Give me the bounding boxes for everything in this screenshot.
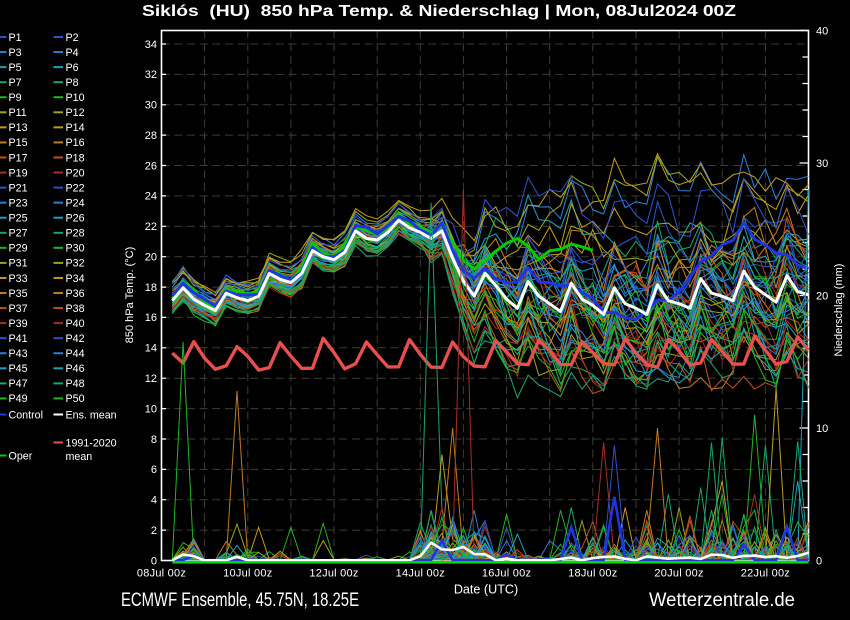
svg-text:30: 30 (145, 100, 157, 112)
svg-text:10: 10 (816, 423, 828, 435)
svg-text:0: 0 (816, 555, 822, 567)
svg-text:P34: P34 (66, 273, 85, 285)
svg-text:12: 12 (145, 373, 157, 385)
svg-text:P24: P24 (66, 198, 85, 210)
svg-text:P45: P45 (9, 363, 28, 375)
svg-text:Date (UTC): Date (UTC) (454, 583, 518, 597)
svg-text:14Jul 00z: 14Jul 00z (396, 568, 445, 580)
svg-text:20: 20 (816, 290, 828, 302)
svg-text:P38: P38 (66, 303, 85, 315)
svg-text:34: 34 (145, 39, 157, 51)
svg-text:16Jul 00z: 16Jul 00z (482, 568, 531, 580)
svg-text:mean: mean (66, 451, 93, 463)
svg-text:P48: P48 (66, 378, 85, 390)
svg-text:32: 32 (145, 69, 157, 81)
svg-text:8: 8 (151, 434, 157, 446)
svg-text:P3: P3 (9, 47, 22, 59)
svg-text:22: 22 (145, 221, 157, 233)
svg-text:P17: P17 (9, 152, 28, 164)
svg-text:P44: P44 (66, 348, 85, 360)
svg-text:26: 26 (145, 160, 157, 172)
svg-text:P14: P14 (66, 122, 85, 134)
svg-text:P22: P22 (66, 182, 85, 194)
svg-text:P25: P25 (9, 213, 28, 225)
svg-text:P26: P26 (66, 213, 85, 225)
svg-text:850 hPa Temp. (°C): 850 hPa Temp. (°C) (124, 247, 136, 344)
svg-text:Ens. mean: Ens. mean (66, 409, 117, 421)
svg-text:P7: P7 (9, 77, 22, 89)
svg-text:08Jul 00z: 08Jul 00z (137, 568, 186, 580)
svg-text:P47: P47 (9, 378, 28, 390)
svg-text:P4: P4 (66, 47, 79, 59)
svg-text:P39: P39 (9, 318, 28, 330)
svg-text:P32: P32 (66, 258, 85, 270)
svg-text:P11: P11 (9, 107, 27, 119)
svg-text:2: 2 (151, 525, 157, 537)
svg-text:P23: P23 (9, 198, 28, 210)
svg-text:P35: P35 (9, 288, 28, 300)
svg-text:P1: P1 (9, 32, 22, 44)
svg-text:P27: P27 (9, 228, 28, 240)
svg-text:P18: P18 (66, 152, 85, 164)
svg-text:P33: P33 (9, 273, 28, 285)
svg-text:Oper: Oper (9, 450, 33, 462)
svg-text:10Jul 00z: 10Jul 00z (223, 568, 272, 580)
svg-text:18Jul 00z: 18Jul 00z (568, 568, 617, 580)
svg-text:P5: P5 (9, 62, 22, 74)
svg-text:40: 40 (816, 25, 828, 37)
svg-text:1991-2020: 1991-2020 (66, 437, 117, 449)
svg-text:P50: P50 (66, 393, 85, 405)
svg-text:P37: P37 (9, 303, 28, 315)
svg-text:12Jul 00z: 12Jul 00z (309, 568, 358, 580)
svg-text:Wetterzentrale.de: Wetterzentrale.de (649, 589, 795, 611)
svg-text:24: 24 (145, 191, 157, 203)
svg-text:P19: P19 (9, 167, 28, 179)
svg-text:P30: P30 (66, 243, 85, 255)
svg-text:P42: P42 (66, 333, 85, 345)
svg-text:18: 18 (145, 282, 157, 294)
svg-text:P10: P10 (66, 92, 85, 104)
svg-text:ECMWF Ensemble, 45.75N, 18.25E: ECMWF Ensemble, 45.75N, 18.25E (121, 589, 359, 611)
svg-text:4: 4 (151, 495, 157, 507)
svg-text:P8: P8 (66, 77, 79, 89)
svg-text:P43: P43 (9, 348, 28, 360)
svg-text:P6: P6 (66, 62, 79, 74)
svg-text:P41: P41 (9, 333, 28, 345)
svg-text:P16: P16 (66, 137, 85, 149)
svg-text:P9: P9 (9, 92, 22, 104)
svg-text:10: 10 (145, 403, 157, 415)
svg-text:Control: Control (9, 409, 43, 421)
svg-text:Niederschlag (mm): Niederschlag (mm) (833, 264, 845, 357)
svg-text:6: 6 (151, 464, 157, 476)
svg-text:P12: P12 (66, 107, 85, 119)
svg-text:30: 30 (816, 158, 828, 170)
svg-text:Siklós (HU) 850 hPa Temp. &: Siklós (HU) 850 hPa Temp. & Niederschlag… (142, 3, 736, 20)
svg-text:P31: P31 (9, 258, 28, 270)
svg-text:P2: P2 (66, 32, 79, 44)
svg-text:P21: P21 (9, 182, 28, 194)
svg-text:P13: P13 (9, 122, 28, 134)
svg-text:14: 14 (145, 343, 157, 355)
svg-text:20: 20 (145, 252, 157, 264)
svg-text:P36: P36 (66, 288, 85, 300)
svg-text:P40: P40 (66, 318, 85, 330)
svg-text:16: 16 (145, 312, 157, 324)
svg-text:P46: P46 (66, 363, 85, 375)
svg-text:P15: P15 (9, 137, 28, 149)
svg-text:P20: P20 (66, 167, 85, 179)
svg-text:28: 28 (145, 130, 157, 142)
svg-text:P29: P29 (9, 243, 28, 255)
svg-text:P49: P49 (9, 393, 28, 405)
svg-text:20Jul 00z: 20Jul 00z (654, 568, 703, 580)
svg-text:P28: P28 (66, 228, 85, 240)
svg-text:0: 0 (151, 555, 157, 567)
svg-text:22Jul 00z: 22Jul 00z (741, 568, 790, 580)
